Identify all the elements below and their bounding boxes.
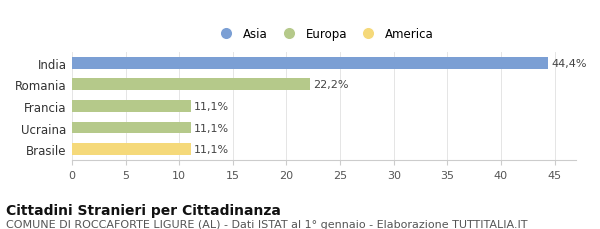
Bar: [72, 122, 191, 134]
Bar: [72, 57, 548, 69]
Bar: [72, 144, 191, 155]
Text: 11,1%: 11,1%: [194, 101, 229, 112]
Legend: Asia, Europa, America: Asia, Europa, America: [211, 24, 437, 44]
Text: 44,4%: 44,4%: [551, 58, 587, 68]
Text: 11,1%: 11,1%: [194, 123, 229, 133]
Text: Cittadini Stranieri per Cittadinanza: Cittadini Stranieri per Cittadinanza: [6, 203, 281, 217]
Text: 11,1%: 11,1%: [194, 144, 229, 155]
Bar: [72, 79, 310, 91]
Bar: [72, 101, 191, 112]
Text: COMUNE DI ROCCAFORTE LIGURE (AL) - Dati ISTAT al 1° gennaio - Elaborazione TUTTI: COMUNE DI ROCCAFORTE LIGURE (AL) - Dati …: [6, 219, 527, 229]
Text: 22,2%: 22,2%: [313, 80, 349, 90]
